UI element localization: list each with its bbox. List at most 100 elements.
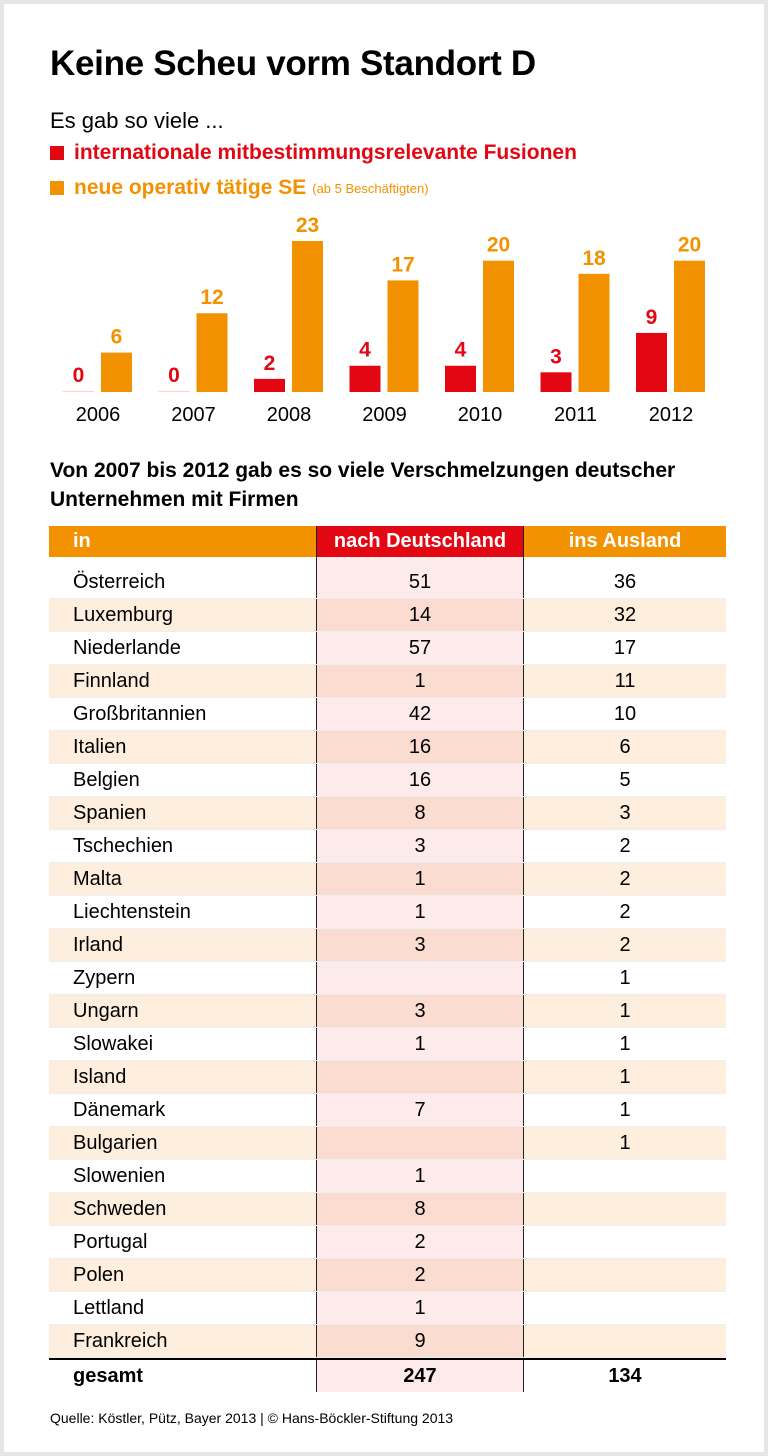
bar-fusionen (158, 391, 190, 392)
ins-ausland-cell: 1 (619, 1098, 631, 1121)
nach-deutschland-cell (316, 1061, 524, 1093)
nach-deutschland-cell: 51 (316, 566, 524, 598)
legend-label: internationale mitbestimmungsrelevante F… (74, 141, 577, 164)
total-ins-ausland: 134 (608, 1364, 642, 1387)
nach-deutschland-cell: 1 (316, 1160, 524, 1192)
total-nach-deutschland: 247 (316, 1360, 524, 1392)
table-row: Finnland 1 11 (49, 665, 726, 698)
ins-ausland-cell: 2 (619, 834, 631, 857)
country-cell: Österreich (73, 570, 166, 593)
nach-deutschland-cell (316, 962, 524, 994)
table-row: Bulgarien 1 (49, 1127, 726, 1160)
bar-fusionen (540, 372, 572, 392)
country-cell: Bulgarien (73, 1131, 158, 1154)
ins-ausland-cell: 5 (619, 768, 631, 791)
nach-deutschland-cell: 3 (316, 830, 524, 862)
source-note: Quelle: Köstler, Pütz, Bayer 2013 | © Ha… (50, 1410, 454, 1426)
country-cell: Malta (73, 867, 122, 890)
country-cell: Niederlande (73, 636, 181, 659)
country-cell: Portugal (73, 1230, 148, 1253)
table-row: Italien 16 6 (49, 731, 726, 764)
ins-ausland-cell: 10 (613, 702, 637, 725)
nach-deutschland-cell: 7 (316, 1094, 524, 1126)
table-row: Belgien 16 5 (49, 764, 726, 797)
subtitle: Es gab so viele ... (50, 108, 224, 133)
country-cell: Irland (73, 933, 124, 956)
country-cell: Tschechien (73, 834, 174, 857)
table-row: Portugal 2 (49, 1226, 726, 1259)
x-tick-label: 2012 (649, 404, 694, 426)
bar-se (196, 313, 228, 392)
country-cell: Spanien (73, 801, 147, 824)
ins-ausland-cell: 2 (619, 900, 631, 923)
country-cell: Schweden (73, 1197, 167, 1220)
ins-ausland-cell: 1 (619, 1032, 631, 1055)
country-cell: Ungarn (73, 999, 139, 1022)
country-cell: Großbritannien (73, 702, 207, 725)
data-label: 12 (200, 286, 223, 309)
data-label: 20 (678, 234, 701, 257)
nach-deutschland-cell: 1 (316, 665, 524, 697)
data-label: 6 (111, 326, 123, 349)
nach-deutschland-cell: 14 (316, 599, 524, 631)
nach-deutschland-cell (316, 1127, 524, 1159)
data-label: 0 (168, 364, 180, 387)
ins-ausland-cell (524, 1325, 726, 1357)
bar-se (483, 260, 514, 392)
table-row: Dänemark 7 1 (49, 1094, 726, 1127)
data-label: 4 (455, 339, 467, 362)
ins-ausland-cell: 1 (619, 1131, 631, 1154)
country-cell: Zypern (73, 966, 136, 989)
data-label: 17 (391, 253, 414, 276)
bar-se (674, 260, 705, 392)
header-gap (49, 557, 726, 566)
table-row: Polen 2 (49, 1259, 726, 1292)
merger-table: in nach Deutschland ins Ausland Österrei… (49, 526, 726, 1392)
bar-se (387, 280, 419, 392)
ins-ausland-cell: 1 (619, 1065, 631, 1088)
table-row: Island 1 (49, 1061, 726, 1094)
table-row: Slowenien 1 (49, 1160, 726, 1193)
nach-deutschland-cell: 8 (316, 1193, 524, 1225)
table-row: Liechtenstein 1 2 (49, 896, 726, 929)
data-label: 4 (359, 339, 371, 362)
bar-chart: 0 6 2006 0 12 2007 2 23 2008 4 17 2009 4 20 2010 3 18 201… (63, 214, 705, 426)
country-cell: Polen (73, 1263, 125, 1286)
infographic: Keine Scheu vorm Standort D Es gab so vi… (4, 4, 764, 1452)
country-cell: Liechtenstein (73, 900, 191, 923)
country-cell: Slowenien (73, 1164, 166, 1187)
country-cell: Finnland (73, 669, 150, 692)
bar-se (578, 273, 610, 392)
page-title: Keine Scheu vorm Standort D (50, 44, 536, 83)
ins-ausland-cell: 1 (619, 966, 631, 989)
nach-deutschland-cell: 16 (316, 731, 524, 763)
legend-swatch-orange (50, 181, 64, 195)
nach-deutschland-cell: 9 (316, 1325, 524, 1357)
header-nach-deutschland: nach Deutschland (316, 526, 524, 557)
data-label: 2 (264, 352, 276, 375)
nach-deutschland-cell: 57 (316, 632, 524, 664)
country-cell: Italien (73, 735, 127, 758)
table-row: Slowakei 1 1 (49, 1028, 726, 1061)
x-tick-label: 2009 (362, 404, 407, 426)
total-row: gesamt 247 134 (49, 1358, 726, 1392)
bar-fusionen (63, 391, 94, 392)
country-cell: Slowakei (73, 1032, 154, 1055)
data-label: 9 (646, 306, 658, 329)
x-tick-label: 2008 (267, 404, 312, 426)
ins-ausland-cell: 3 (619, 801, 631, 824)
table-row: Irland 3 2 (49, 929, 726, 962)
data-label: 20 (487, 234, 510, 257)
table-row: Ungarn 3 1 (49, 995, 726, 1028)
table-row: Österreich 51 36 (49, 566, 726, 599)
bar-fusionen (445, 365, 476, 392)
nach-deutschland-cell: 8 (316, 797, 524, 829)
ins-ausland-cell: 1 (619, 999, 631, 1022)
bar-fusionen (254, 378, 285, 392)
bar-se (292, 241, 323, 392)
country-cell: Frankreich (73, 1329, 168, 1352)
ins-ausland-cell: 2 (619, 867, 631, 890)
x-tick-label: 2007 (171, 404, 216, 426)
ins-ausland-cell (524, 1259, 726, 1291)
table-row: Luxemburg 14 32 (49, 599, 726, 632)
